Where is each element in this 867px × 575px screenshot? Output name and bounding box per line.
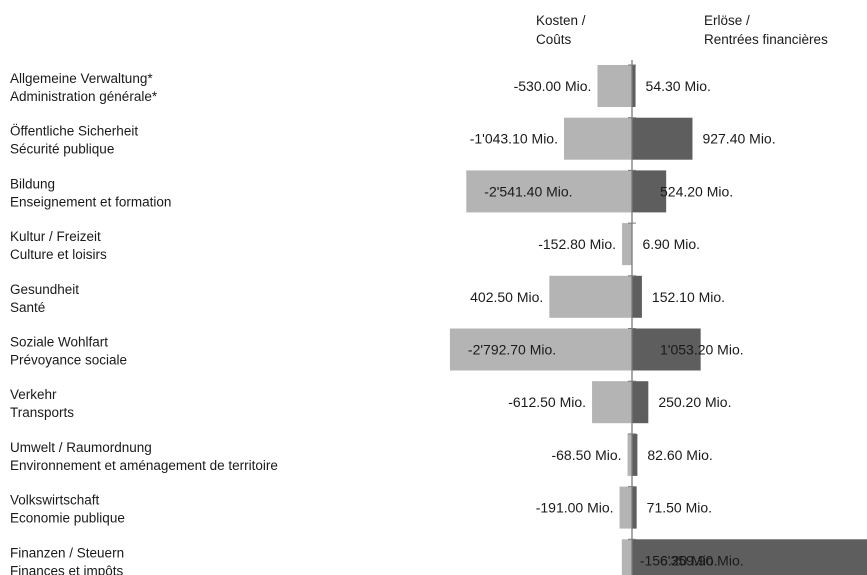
category-label-fr: Administration générale* (10, 89, 158, 104)
revenue-bar (632, 486, 637, 529)
revenues-header-line-2: Rentrées financières (704, 32, 828, 47)
category-label-fr: Environnement et aménagement de territoi… (10, 458, 278, 473)
revenue-value-label: 1'053.20 Mio. (660, 342, 744, 358)
revenue-value-label: 6.90 Mio. (642, 236, 700, 252)
category-label-de: Bildung (10, 176, 55, 191)
costs-header-line-2: Coûts (536, 32, 572, 47)
revenue-value-label: 71.50 Mio. (647, 500, 712, 516)
revenue-value-label: 6'359.90 Mio. (660, 552, 744, 568)
revenue-bar (632, 381, 649, 424)
category-label-de: Kultur / Freizeit (10, 229, 101, 244)
revenue-bar (632, 539, 867, 575)
cost-bar (597, 65, 632, 107)
cost-value-label: -1'043.10 Mio. (470, 131, 558, 147)
category-label-fr: Sécurité publique (10, 142, 114, 157)
revenue-bar (632, 117, 693, 160)
cost-value-label: -2'792.70 Mio. (468, 342, 556, 358)
category-label-fr: Prévoyance sociale (10, 353, 127, 368)
category-label-de: Verkehr (10, 387, 57, 402)
category-label-de: Finanzen / Steuern (10, 545, 124, 560)
category-label-fr: Santé (10, 300, 45, 315)
cost-value-label: -191.00 Mio. (536, 500, 614, 516)
category-label-de: Volkswirtschaft (10, 493, 100, 508)
revenue-bar (632, 328, 701, 371)
cost-bar (619, 486, 632, 529)
category-label-fr: Enseignement et formation (10, 194, 171, 209)
cost-value-label: -68.50 Mio. (551, 447, 621, 463)
revenue-value-label: 152.10 Mio. (652, 289, 725, 305)
category-label-fr: Finances et impôts (10, 563, 124, 575)
cost-value-label: -612.50 Mio. (508, 394, 586, 410)
revenue-bar (632, 65, 636, 107)
revenue-value-label: 82.60 Mio. (647, 447, 712, 463)
cost-bar (466, 170, 632, 213)
cost-bar (592, 381, 632, 424)
category-label-de: Soziale Wohlfart (10, 335, 108, 350)
category-label-de: Gesundheit (10, 282, 79, 297)
category-label-de: Öffentliche Sicherheit (10, 124, 138, 139)
cost-value-label: 402.50 Mio. (470, 289, 543, 305)
cost-bar (563, 117, 632, 160)
cost-value-label: -152.80 Mio. (538, 236, 616, 252)
costs-header-line-1: Kosten / (536, 13, 586, 28)
revenue-value-label: 54.30 Mio. (646, 78, 711, 94)
revenue-bar (632, 433, 638, 476)
cost-bar (549, 275, 632, 318)
revenues-header-line-1: Erlöse / (704, 13, 750, 28)
cost-bar (627, 433, 632, 476)
category-label-de: Umwelt / Raumordnung (10, 440, 152, 455)
cost-value-label: -156.20 Mio. (640, 552, 718, 568)
revenue-bar (632, 170, 667, 213)
revenue-bar (632, 275, 642, 318)
category-label-fr: Transports (10, 405, 74, 420)
cost-value-label: -530.00 Mio. (514, 78, 592, 94)
category-label-fr: Culture et loisirs (10, 247, 107, 262)
revenue-value-label: 524.20 Mio. (660, 183, 733, 199)
revenue-value-label: 927.40 Mio. (702, 131, 775, 147)
revenue-value-label: 250.20 Mio. (658, 394, 731, 410)
cost-value-label: -2'541.40 Mio. (484, 183, 572, 199)
cost-bar (449, 328, 632, 371)
category-label-fr: Economie publique (10, 511, 125, 526)
cost-bar (621, 539, 632, 575)
cost-bar (622, 223, 632, 266)
category-label-de: Allgemeine Verwaltung* (10, 71, 153, 86)
